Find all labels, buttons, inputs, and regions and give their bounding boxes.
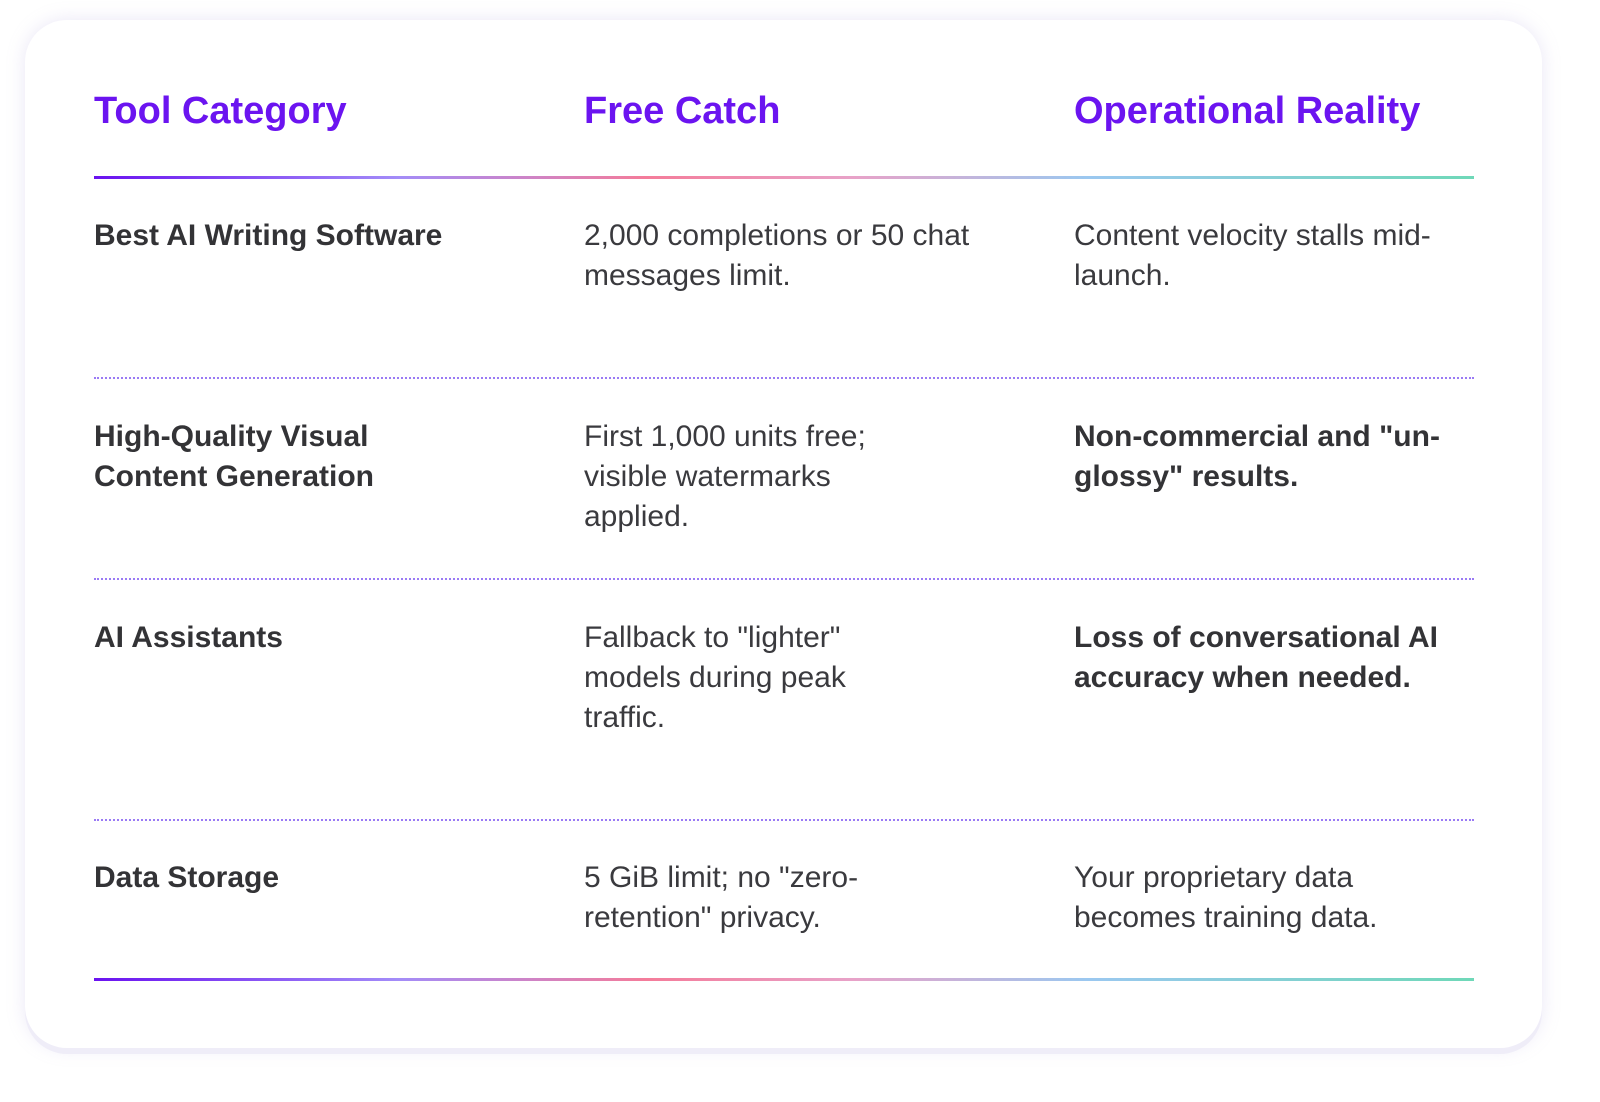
cell-operational-reality: Non-commercial and "un-glossy" results.	[1074, 420, 1440, 493]
cell-tool-category: High-Quality Visual Content Generation	[94, 420, 375, 493]
header-operational-reality: Operational Reality	[1074, 90, 1421, 132]
cell-tool-category: AI Assistants	[94, 621, 283, 654]
cell-operational-reality: Content velocity stalls mid-launch.	[1074, 219, 1431, 292]
cell-operational-reality: Your proprietary data becomes training d…	[1074, 861, 1378, 934]
row-divider	[94, 578, 1474, 580]
header-divider	[94, 176, 1474, 179]
header-tool-category: Tool Category	[94, 90, 347, 132]
cell-tool-category: Best AI Writing Software	[94, 219, 443, 252]
row-divider	[94, 819, 1474, 821]
cell-free-catch: First 1,000 units free; visible watermar…	[584, 420, 866, 533]
footer-divider	[94, 978, 1474, 981]
row-divider	[94, 377, 1474, 379]
cell-operational-reality: Loss of conversational AI accuracy when …	[1074, 621, 1438, 694]
cell-free-catch: Fallback to "lighter" models during peak…	[584, 621, 846, 734]
comparison-card	[25, 20, 1542, 1048]
cell-free-catch: 2,000 completions or 50 chat messages li…	[584, 219, 970, 292]
cell-tool-category: Data Storage	[94, 861, 280, 894]
header-free-catch: Free Catch	[584, 90, 781, 132]
cell-free-catch: 5 GiB limit; no "zero-retention" privacy…	[584, 861, 859, 934]
